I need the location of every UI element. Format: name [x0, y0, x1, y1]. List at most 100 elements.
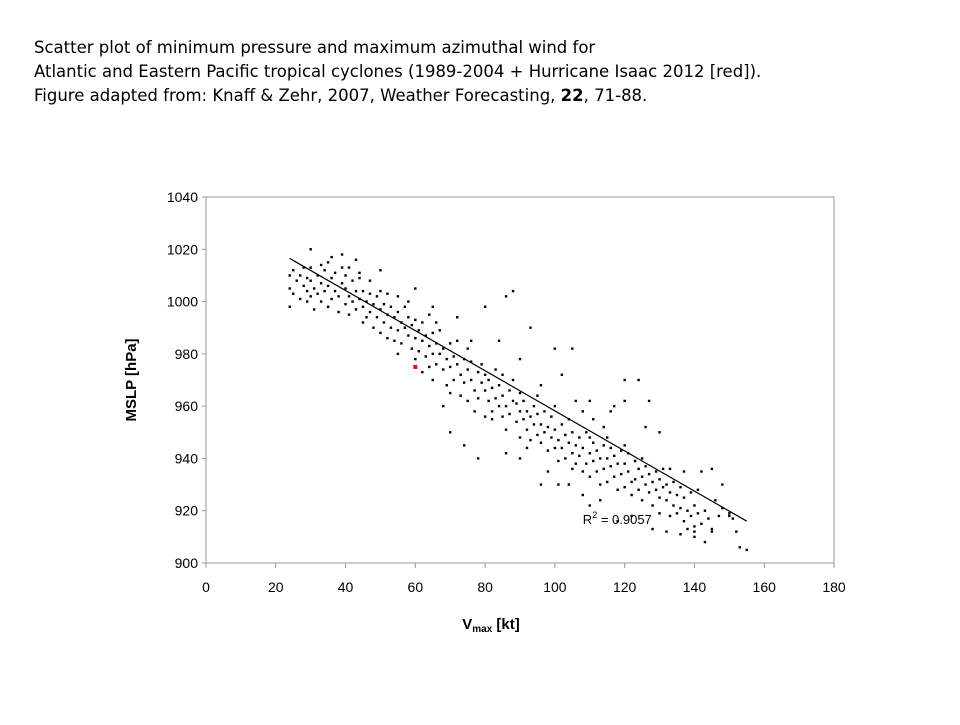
data-point	[396, 295, 400, 298]
data-point	[330, 255, 333, 259]
data-point	[623, 462, 626, 465]
data-point	[456, 316, 459, 319]
data-point	[637, 467, 640, 471]
data-point	[414, 318, 417, 322]
data-point	[435, 363, 438, 366]
data-point	[490, 418, 494, 421]
data-point	[616, 462, 619, 465]
data-point	[745, 548, 748, 552]
data-point	[686, 509, 689, 512]
data-point	[661, 485, 665, 489]
data-point	[396, 352, 400, 356]
data-point	[305, 289, 309, 293]
data-point	[689, 514, 693, 518]
data-point	[640, 499, 644, 502]
data-point	[421, 321, 424, 324]
data-point	[675, 493, 679, 497]
data-point	[389, 305, 393, 308]
data-point	[522, 399, 525, 403]
data-point	[442, 404, 445, 408]
data-point	[613, 404, 616, 408]
x-tick-label: 80	[477, 579, 493, 595]
data-point	[319, 282, 323, 285]
data-point	[379, 269, 382, 272]
data-point	[386, 336, 389, 340]
data-point	[361, 321, 365, 324]
data-point	[504, 404, 508, 408]
data-point	[504, 428, 508, 431]
data-point	[682, 496, 686, 499]
data-point	[735, 530, 738, 533]
data-point	[553, 347, 557, 350]
data-point	[501, 415, 504, 418]
data-point	[560, 446, 564, 450]
data-point	[501, 394, 504, 397]
data-point	[476, 397, 480, 400]
data-point	[661, 467, 665, 471]
data-point	[449, 391, 452, 395]
data-point	[637, 378, 640, 382]
data-point	[414, 357, 417, 361]
data-point	[682, 470, 686, 473]
data-point	[518, 457, 522, 460]
data-point	[609, 465, 612, 468]
data-point	[431, 331, 434, 335]
data-point	[633, 478, 637, 481]
r2-prefix: R	[583, 512, 592, 527]
data-point	[511, 378, 515, 382]
data-point	[525, 428, 529, 431]
data-point	[581, 470, 584, 473]
data-point	[640, 457, 644, 460]
data-point	[721, 506, 724, 510]
data-point	[347, 313, 351, 316]
caption-line-3-suffix: , 71-88.	[583, 86, 648, 105]
data-point	[588, 504, 591, 507]
data-point	[518, 357, 522, 361]
data-point	[693, 535, 696, 539]
data-point	[668, 514, 672, 518]
data-point	[400, 342, 403, 345]
data-point	[511, 399, 515, 403]
data-point	[619, 472, 623, 476]
data-point	[602, 467, 605, 471]
data-point	[490, 386, 494, 390]
data-point	[466, 399, 469, 403]
data-point	[344, 287, 347, 290]
data-point	[550, 436, 553, 439]
data-point	[696, 488, 700, 491]
data-point	[546, 449, 550, 452]
data-point	[511, 289, 515, 293]
data-point	[361, 289, 365, 293]
data-point	[358, 271, 361, 275]
data-point	[497, 384, 501, 387]
y-tick-label: 1020	[167, 241, 198, 257]
data-point	[668, 467, 672, 471]
data-point	[606, 436, 609, 439]
data-point	[682, 519, 686, 523]
data-point	[379, 289, 382, 293]
y-tick-label: 1000	[167, 294, 198, 310]
data-point	[728, 512, 731, 515]
y-tick-label: 940	[175, 450, 199, 466]
data-point	[595, 470, 598, 473]
data-point	[717, 514, 721, 518]
data-point	[449, 365, 452, 369]
data-point	[539, 384, 543, 387]
x-tick-label: 20	[268, 579, 284, 595]
data-point	[375, 316, 379, 319]
data-point	[483, 389, 487, 392]
data-point	[567, 441, 571, 444]
data-point	[647, 472, 651, 476]
data-point	[504, 452, 508, 455]
data-point	[299, 297, 302, 301]
data-point	[326, 261, 330, 264]
data-point	[438, 329, 441, 332]
data-point	[483, 373, 487, 376]
data-point	[449, 342, 452, 345]
x-axis-label: Vmax [kt]	[462, 616, 520, 635]
data-point	[414, 287, 417, 290]
data-point	[658, 512, 661, 515]
caption-line-1: Scatter plot of minimum pressure and max…	[34, 38, 596, 57]
data-point	[469, 360, 473, 363]
data-point	[585, 431, 588, 434]
